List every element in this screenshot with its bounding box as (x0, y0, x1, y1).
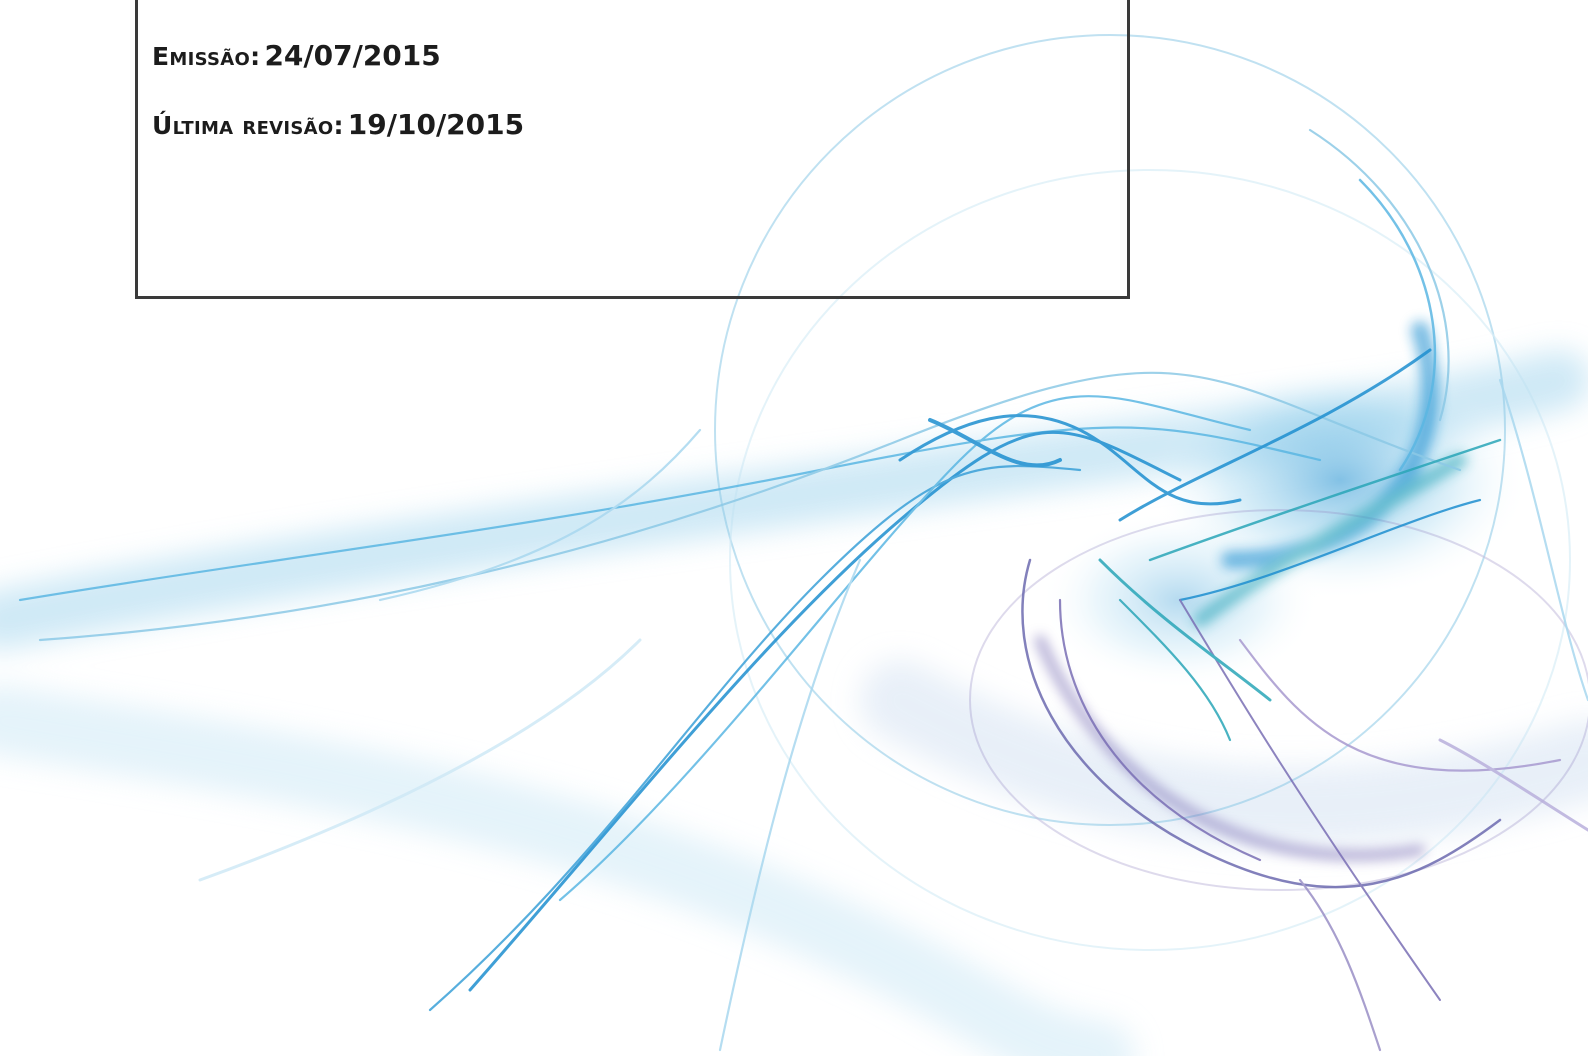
document-header-box: Emissão: 24/07/2015 Última revisão: 19/10/… (135, 0, 1130, 299)
last-revision-label: Última revisão: (152, 111, 344, 140)
emission-date-line: Emissão: 24/07/2015 (152, 39, 441, 72)
emission-label: Emissão: (152, 42, 261, 71)
last-revision-date-value: 19/10/2015 (347, 108, 525, 141)
emission-date-value: 24/07/2015 (264, 39, 441, 72)
last-revision-line: Última revisão: 19/10/2015 (152, 108, 524, 141)
